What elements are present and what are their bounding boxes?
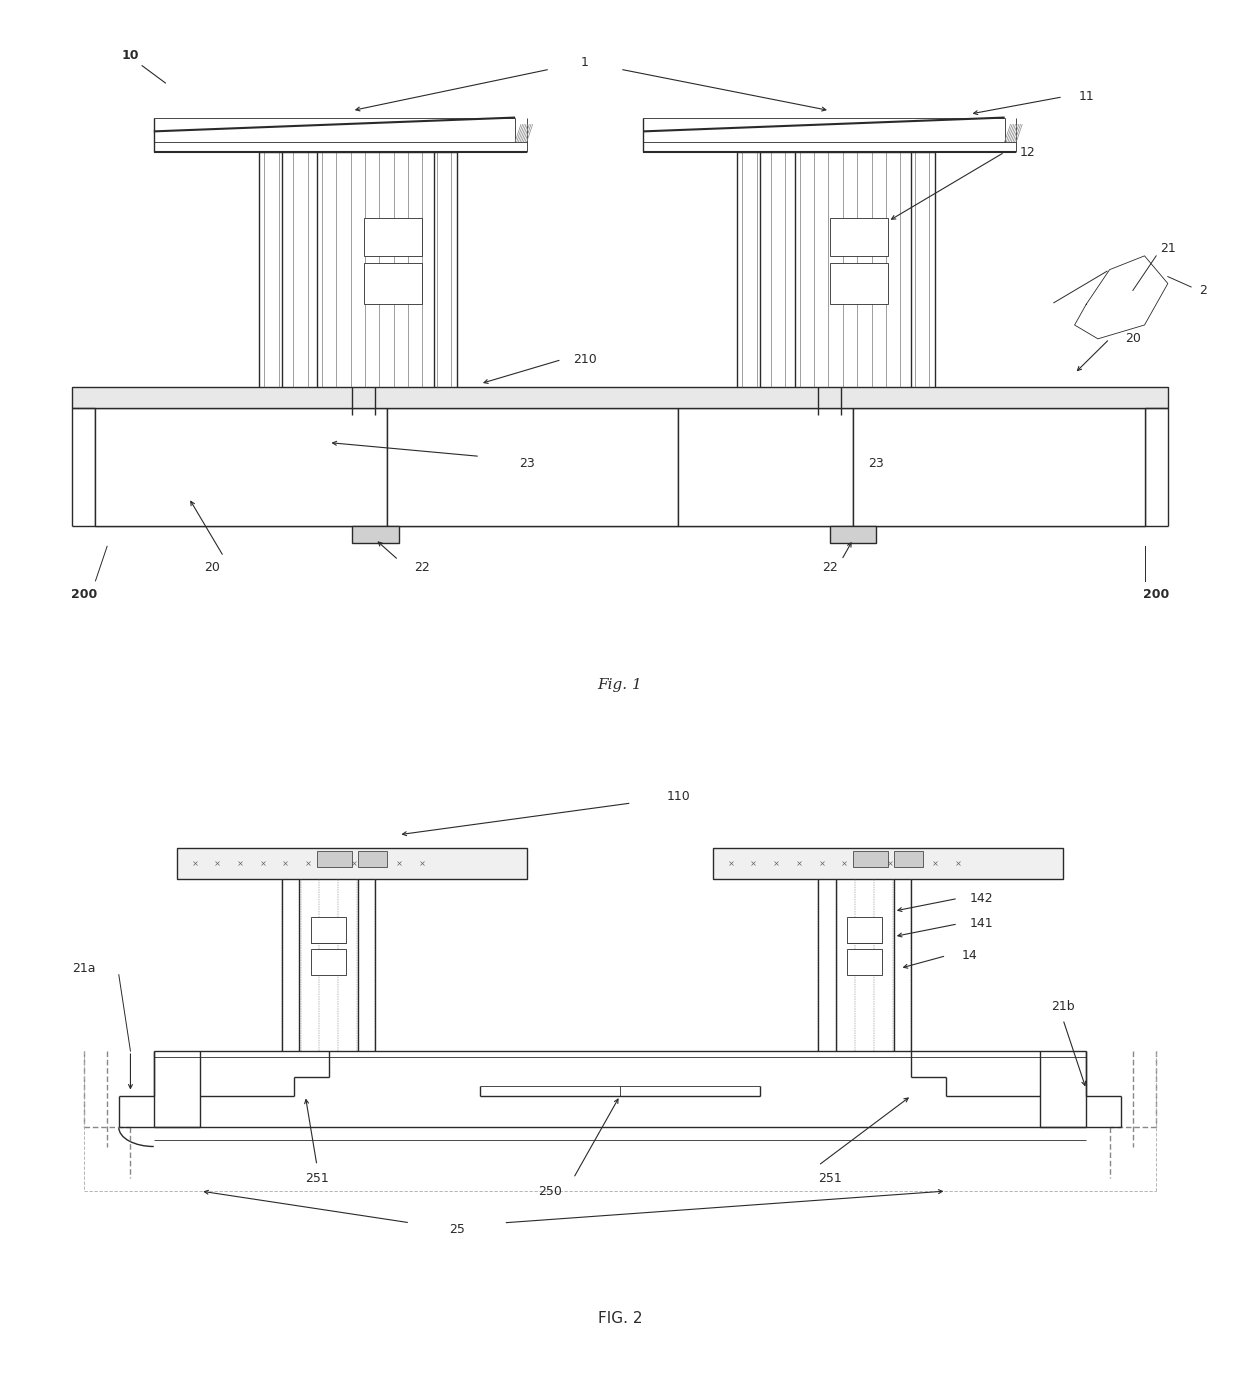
Text: 20: 20: [1125, 332, 1141, 346]
Text: 11: 11: [1079, 90, 1094, 104]
Text: 110: 110: [666, 790, 691, 804]
Bar: [357, 851, 387, 867]
Text: 251: 251: [305, 1171, 329, 1185]
Bar: [853, 851, 888, 867]
Text: 250: 250: [538, 1185, 562, 1198]
Text: 12: 12: [1021, 145, 1035, 159]
Bar: [311, 949, 346, 975]
Text: 21: 21: [1159, 242, 1176, 256]
Text: 22: 22: [822, 560, 838, 574]
Text: 251: 251: [818, 1171, 842, 1185]
Text: 25: 25: [449, 1223, 465, 1235]
Bar: [311, 917, 346, 943]
Text: 14: 14: [962, 949, 977, 963]
Text: 22: 22: [414, 560, 430, 574]
Bar: [830, 217, 888, 256]
Bar: [177, 848, 527, 880]
Text: 142: 142: [970, 892, 993, 904]
Text: 1: 1: [582, 55, 589, 69]
Bar: [317, 851, 352, 867]
Bar: [847, 949, 882, 975]
Text: 21a: 21a: [72, 963, 95, 975]
Text: 200: 200: [71, 588, 97, 602]
Text: FIG. 2: FIG. 2: [598, 1311, 642, 1326]
Bar: [713, 848, 1063, 880]
Bar: [363, 217, 422, 256]
Text: 10: 10: [122, 48, 139, 62]
Bar: [352, 526, 398, 542]
Bar: [387, 408, 678, 526]
Bar: [894, 851, 923, 867]
Text: 23: 23: [518, 456, 534, 470]
Text: 200: 200: [1143, 588, 1169, 602]
Bar: [830, 526, 877, 542]
Text: 141: 141: [970, 917, 993, 931]
Bar: [853, 408, 1145, 526]
Text: 2: 2: [1199, 284, 1207, 297]
Text: 21b: 21b: [1052, 1000, 1075, 1012]
Text: Fig. 1: Fig. 1: [598, 678, 642, 692]
Bar: [95, 408, 1145, 526]
Text: 23: 23: [868, 456, 884, 470]
Bar: [72, 387, 1168, 408]
Text: 20: 20: [205, 560, 219, 574]
Bar: [95, 408, 387, 526]
Text: 210: 210: [573, 353, 596, 366]
Bar: [678, 408, 853, 526]
Bar: [363, 263, 422, 304]
Bar: [847, 917, 882, 943]
Bar: [830, 263, 888, 304]
